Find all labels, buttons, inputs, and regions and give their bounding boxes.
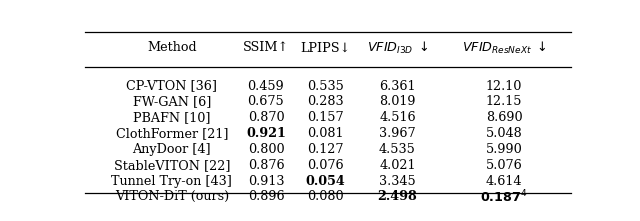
Text: 0.076: 0.076	[307, 159, 344, 172]
Text: Tunnel Try-on [43]: Tunnel Try-on [43]	[111, 175, 232, 188]
Text: PBAFN [10]: PBAFN [10]	[133, 111, 211, 124]
Text: 5.076: 5.076	[486, 159, 522, 172]
Text: FW-GAN [6]: FW-GAN [6]	[132, 95, 211, 109]
Text: 6.361: 6.361	[379, 80, 416, 93]
Text: 3.345: 3.345	[379, 175, 416, 188]
Text: $VFID_{ResNeXt}$ $\downarrow$: $VFID_{ResNeXt}$ $\downarrow$	[461, 40, 547, 56]
Text: 0.535: 0.535	[307, 80, 344, 93]
Text: 0.283: 0.283	[307, 95, 344, 109]
Text: 0.870: 0.870	[248, 111, 284, 124]
Text: VITON-DiT (ours): VITON-DiT (ours)	[115, 190, 229, 203]
Text: 0.896: 0.896	[248, 190, 284, 203]
Text: 8.019: 8.019	[379, 95, 416, 109]
Text: 8.690: 8.690	[486, 111, 522, 124]
Text: ClothFormer [21]: ClothFormer [21]	[115, 127, 228, 140]
Text: 4.614: 4.614	[486, 175, 522, 188]
Text: 12.15: 12.15	[486, 95, 522, 109]
Text: $VFID_{I3D}$ $\downarrow$: $VFID_{I3D}$ $\downarrow$	[367, 40, 428, 56]
Text: 4.021: 4.021	[379, 159, 416, 172]
Text: StableVITON [22]: StableVITON [22]	[113, 159, 230, 172]
Text: 0.921: 0.921	[246, 127, 286, 140]
Text: AnyDoor [4]: AnyDoor [4]	[132, 143, 211, 156]
Text: 0.675: 0.675	[248, 95, 284, 109]
Text: Method: Method	[147, 41, 196, 54]
Text: 4.535: 4.535	[379, 143, 416, 156]
Text: 4.516: 4.516	[379, 111, 416, 124]
Text: 0.080: 0.080	[307, 190, 344, 203]
Text: $\mathbf{0.187}^{4}$: $\mathbf{0.187}^{4}$	[480, 189, 528, 205]
Text: 0.081: 0.081	[307, 127, 344, 140]
Text: 5.048: 5.048	[486, 127, 522, 140]
Text: 12.10: 12.10	[486, 80, 522, 93]
Text: CP-VTON [36]: CP-VTON [36]	[126, 80, 217, 93]
Text: 0.157: 0.157	[307, 111, 344, 124]
Text: 0.876: 0.876	[248, 159, 284, 172]
Text: 0.054: 0.054	[306, 175, 346, 188]
Text: 5.990: 5.990	[486, 143, 522, 156]
Text: 0.127: 0.127	[307, 143, 344, 156]
Text: 3.967: 3.967	[379, 127, 416, 140]
Text: 2.498: 2.498	[378, 190, 417, 203]
Text: 0.800: 0.800	[248, 143, 284, 156]
Text: 0.459: 0.459	[248, 80, 284, 93]
Text: SSIM↑: SSIM↑	[243, 41, 289, 54]
Text: LPIPS↓: LPIPS↓	[300, 41, 351, 54]
Text: 0.913: 0.913	[248, 175, 284, 188]
